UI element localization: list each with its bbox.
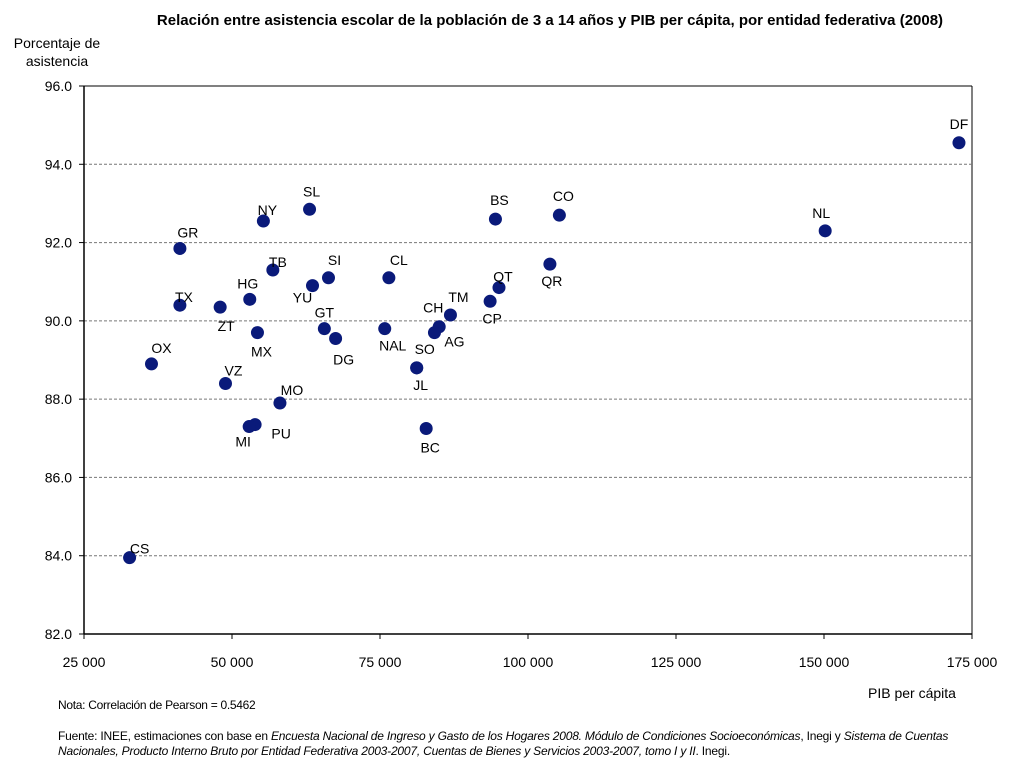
data-point-tm <box>443 308 457 322</box>
point-label-cl: CL <box>390 252 408 268</box>
data-point-gr <box>173 241 187 255</box>
data-point-hg <box>243 292 257 306</box>
point-label-jl: JL <box>413 377 428 393</box>
data-point-mx <box>250 326 264 340</box>
data-point-nl <box>818 224 832 238</box>
data-point-bs <box>488 212 502 226</box>
x-axis-label: PIB per cápita <box>868 685 956 701</box>
data-point-mi <box>242 420 256 434</box>
chart-title: Relación entre asistencia escolar de la … <box>156 12 944 29</box>
x-tick-label: 50 000 <box>211 654 254 670</box>
point-label-so: SO <box>415 341 435 357</box>
data-point-gt <box>317 322 331 336</box>
point-label-tm: TM <box>448 289 468 305</box>
data-point-cl <box>382 271 396 285</box>
x-tick-label: 125 000 <box>651 654 702 670</box>
data-point-qt <box>492 281 506 295</box>
x-tick-label: 150 000 <box>799 654 850 670</box>
data-point-tb <box>266 263 280 277</box>
point-label-bc: BC <box>420 440 439 456</box>
y-tick-label: 88.0 <box>45 391 72 407</box>
point-label-dg: DG <box>333 351 354 367</box>
data-point-df <box>952 136 966 150</box>
source-mid: , Inegi y <box>800 729 844 743</box>
footnote-pearson: Nota: Correlación de Pearson = 0.5462 <box>58 698 256 712</box>
data-point-vz <box>218 376 232 390</box>
point-label-sl: SL <box>303 183 320 199</box>
point-label-df: DF <box>950 116 969 132</box>
y-tick-label: 92.0 <box>45 235 72 251</box>
point-label-mo: MO <box>281 382 304 398</box>
footnote-source: Fuente: INEE, estimaciones con base en E… <box>58 729 1008 759</box>
point-label-bs: BS <box>490 192 509 208</box>
y-tick-label: 96.0 <box>45 78 72 94</box>
point-label-ny: NY <box>258 202 278 218</box>
point-label-tb: TB <box>269 254 287 270</box>
point-label-cs: CS <box>130 541 149 557</box>
data-point-ox <box>144 357 158 371</box>
point-label-mx: MX <box>251 344 273 360</box>
y-axis-label: Porcentaje de asistencia <box>13 35 101 69</box>
y-tick-label: 82.0 <box>45 626 72 642</box>
data-point-nal <box>378 322 392 336</box>
point-label-si: SI <box>328 252 341 268</box>
point-label-qr: QR <box>541 273 562 289</box>
data-point-dg <box>329 331 343 345</box>
point-label-hg: HG <box>237 275 258 291</box>
data-point-qr <box>543 257 557 271</box>
x-tick-label: 75 000 <box>359 654 402 670</box>
point-label-gr: GR <box>177 224 198 240</box>
point-label-mi: MI <box>235 434 251 450</box>
point-label-yu: YU <box>293 290 312 306</box>
point-label-ag: AG <box>444 334 464 350</box>
point-label-pu: PU <box>271 426 290 442</box>
data-point-yu <box>306 279 320 293</box>
point-label-nl: NL <box>812 205 830 221</box>
x-tick-label: 175 000 <box>947 654 998 670</box>
data-point-ny <box>256 214 270 228</box>
data-point-cs <box>123 551 137 565</box>
data-point-sl <box>303 202 317 216</box>
data-point-cp <box>483 294 497 308</box>
source-end: . Inegi. <box>695 744 731 758</box>
data-point-zt <box>213 300 227 314</box>
source-prefix: Fuente: INEE, estimaciones con base en <box>58 729 271 743</box>
point-label-gt: GT <box>315 305 335 321</box>
point-label-ox: OX <box>151 340 172 356</box>
data-point-tx <box>173 298 187 312</box>
data-point-jl <box>410 361 424 375</box>
point-label-co: CO <box>553 188 574 204</box>
data-point-co <box>552 208 566 222</box>
point-label-ch: CH <box>423 300 443 316</box>
data-point-mo <box>273 396 287 410</box>
point-label-qt: QT <box>493 269 513 285</box>
point-label-nal: NAL <box>379 338 406 354</box>
point-label-vz: VZ <box>225 362 243 378</box>
y-tick-label: 84.0 <box>45 548 72 564</box>
y-tick-label: 86.0 <box>45 469 72 485</box>
data-point-si <box>321 271 335 285</box>
source-title-2: Sistema de Cuentas Nacionales, Producto … <box>58 729 949 758</box>
point-label-zt: ZT <box>218 318 236 334</box>
x-tick-label: 100 000 <box>503 654 554 670</box>
source-title-1: Encuesta Nacional de Ingreso y Gasto de … <box>271 729 801 743</box>
data-point-ag <box>427 326 441 340</box>
x-tick-label: 25 000 <box>63 654 106 670</box>
y-tick-label: 90.0 <box>45 313 72 329</box>
data-point-bc <box>419 422 433 435</box>
y-tick-label: 94.0 <box>45 156 72 172</box>
point-label-cp: CP <box>482 310 501 326</box>
point-label-tx: TX <box>175 289 194 305</box>
